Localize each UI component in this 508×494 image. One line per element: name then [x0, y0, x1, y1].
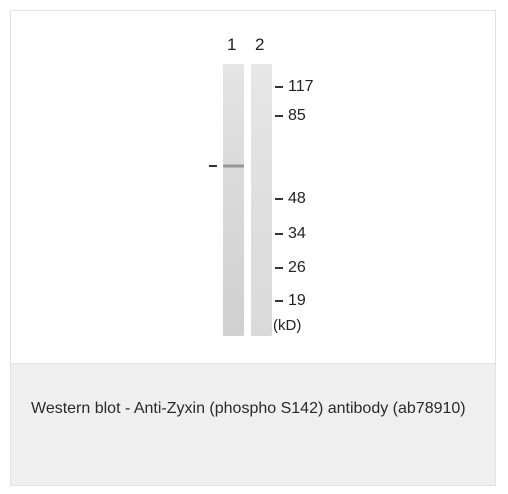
figure-caption: Western blot - Anti-Zyxin (phospho S142)… [31, 390, 481, 427]
lane-1 [223, 64, 244, 336]
unit-label: (kD) [273, 317, 301, 334]
lane-2 [251, 64, 272, 336]
marker-19: 19 [275, 292, 306, 310]
marker-48: 48 [275, 190, 306, 208]
caption-panel: Western blot - Anti-Zyxin (phospho S142)… [11, 363, 495, 485]
lane-label-1: 1 [227, 35, 236, 55]
lane-label-2: 2 [255, 35, 264, 55]
figure-card: 1 2 117 85 48 34 26 19 (kD) Western blot… [10, 10, 496, 486]
band-indicator-dash [209, 165, 217, 167]
marker-117: 117 [275, 78, 314, 96]
western-blot-image: 1 2 117 85 48 34 26 19 (kD) [11, 11, 495, 363]
marker-26: 26 [275, 259, 306, 277]
protein-band [223, 164, 244, 168]
marker-34: 34 [275, 225, 306, 243]
marker-85: 85 [275, 107, 306, 125]
